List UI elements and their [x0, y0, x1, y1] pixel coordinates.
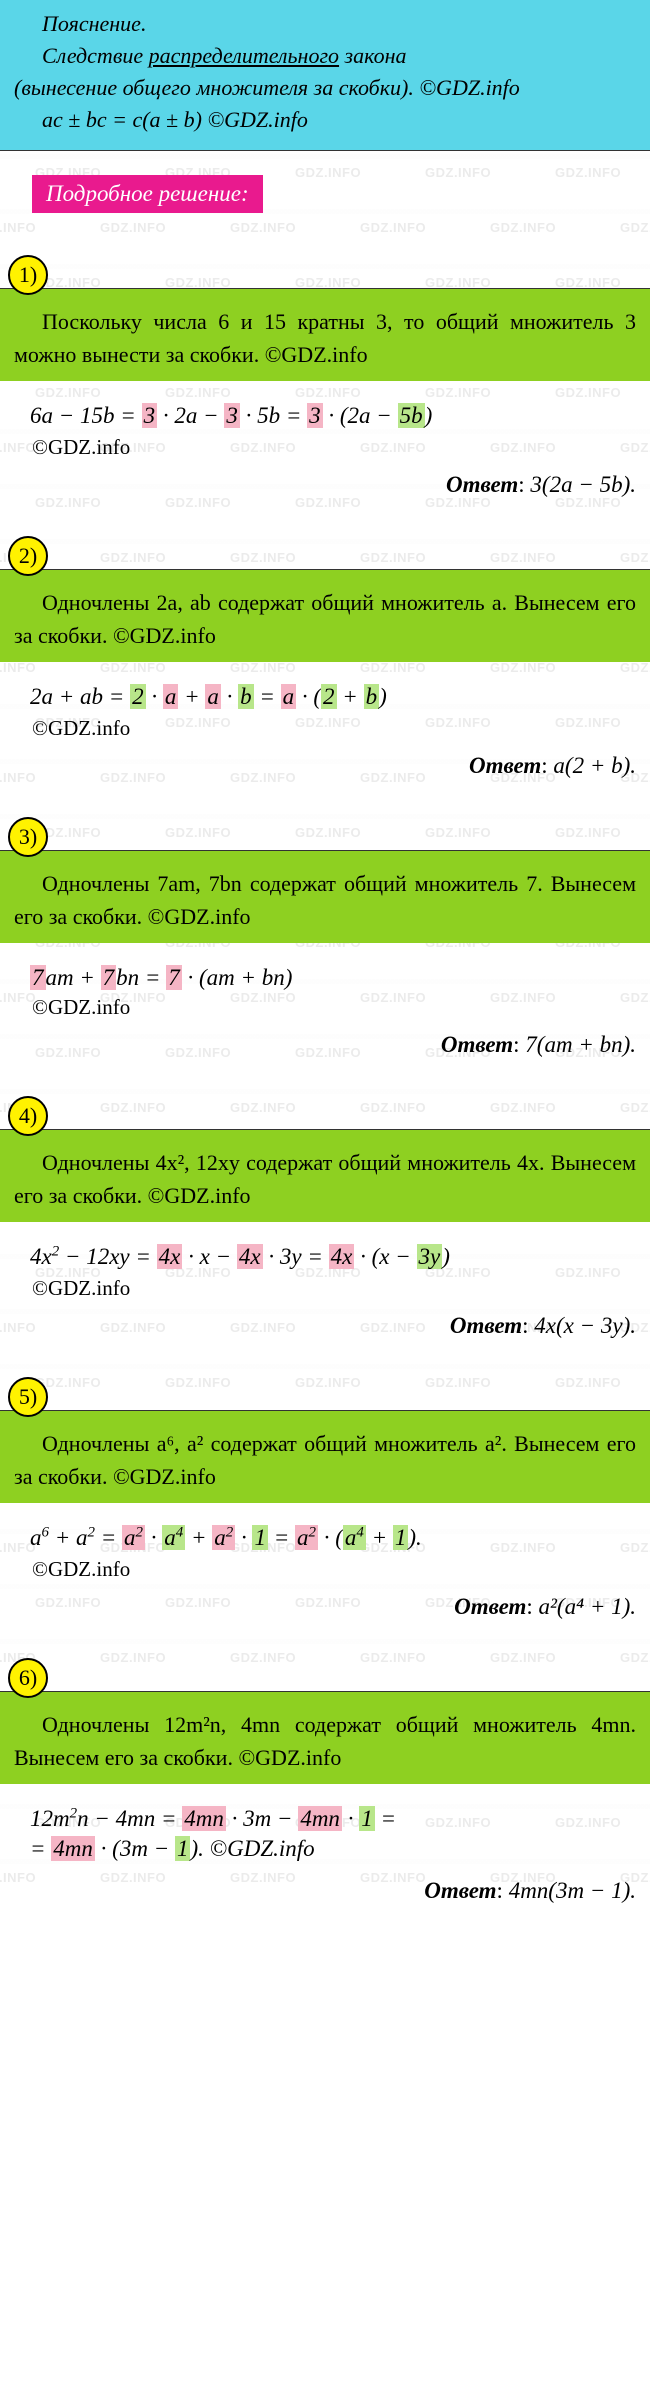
explanation-title: Пояснение.	[14, 8, 636, 40]
explanation-underlined: распределительного	[149, 43, 339, 68]
problem-5: 5) Одночлены a⁶, a² содержат общий множи…	[0, 1377, 650, 1630]
equation-6: 12m2n − 4mn = 4mn · 3m − 4mn · 1 = = 4mn…	[0, 1784, 650, 1874]
solution-header: Подробное решение:	[32, 175, 263, 213]
copyright: ©GDZ.info	[32, 1557, 636, 1582]
answer-math: a²(a⁴ + 1).	[539, 1594, 636, 1619]
answer-label: Ответ	[469, 753, 541, 778]
answer-label: Ответ	[424, 1878, 496, 1903]
equation-line: 4x2 − 12xy = 4x · x − 4x · 3y = 4x · (x …	[30, 1244, 636, 1270]
answer-label: Ответ	[441, 1032, 513, 1057]
answer-5: Ответ: a²(a⁴ + 1).	[0, 1590, 650, 1630]
answer-label: Ответ	[450, 1313, 522, 1338]
answer-6: Ответ: 4mn(3m − 1).	[0, 1874, 650, 1914]
green-box-4: Одночлены 4x², 12xy содержат общий множи…	[0, 1129, 650, 1222]
equation-line: 12m2n − 4mn = 4mn · 3m − 4mn · 1 =	[30, 1806, 636, 1832]
number-badge-4: 4)	[8, 1096, 48, 1136]
equation-line: a6 + a2 = a2 · a4 + a2 · 1 = a2 · (a4 + …	[30, 1525, 636, 1551]
copyright: ©GDZ.info	[32, 716, 636, 741]
problem-2: 2) Одночлены 2a, ab содержат общий множи…	[0, 536, 650, 789]
equation-2: 2a + ab = 2 · a + a · b = a · (2 + b) ©G…	[0, 662, 650, 749]
equation-5: a6 + a2 = a2 · a4 + a2 · 1 = a2 · (a4 + …	[0, 1503, 650, 1590]
answer-3: Ответ: 7(am + bn).	[0, 1028, 650, 1068]
answer-math: 4x(x − 3y).	[534, 1313, 636, 1338]
answer-label: Ответ	[454, 1594, 526, 1619]
main-content: Пояснение. Следствие распределительного …	[0, 0, 650, 1914]
answer-1: Ответ: 3(2a − 5b).	[0, 468, 650, 508]
explanation-formula: ac ± bc = c(a ± b) ©GDZ.info	[14, 104, 636, 136]
problem-6: 6) Одночлены 12m²n, 4mn содержат общий м…	[0, 1658, 650, 1914]
copyright: ©GDZ.info	[32, 1276, 636, 1301]
answer-math: 7(am + bn).	[525, 1032, 636, 1057]
equation-4: 4x2 − 12xy = 4x · x − 4x · 3y = 4x · (x …	[0, 1222, 650, 1309]
answer-4: Ответ: 4x(x − 3y).	[0, 1309, 650, 1349]
equation-line2: = 4mn · (3m − 1). ©GDZ.info	[30, 1836, 636, 1862]
green-box-6: Одночлены 12m²n, 4mn содержат общий множ…	[0, 1691, 650, 1784]
number-badge-6: 6)	[8, 1658, 48, 1698]
answer-2: Ответ: a(2 + b).	[0, 749, 650, 789]
equation-line: 2a + ab = 2 · a + a · b = a · (2 + b)	[30, 684, 636, 710]
number-badge-2: 2)	[8, 536, 48, 576]
copyright: ©GDZ.info	[32, 435, 636, 460]
answer-math: 4mn(3m − 1).	[509, 1878, 636, 1903]
answer-label: Ответ	[446, 472, 518, 497]
problem-4: 4) Одночлены 4x², 12xy содержат общий мн…	[0, 1096, 650, 1349]
answer-math: a(2 + b).	[553, 753, 636, 778]
equation-line: 6a − 15b = 3 · 2a − 3 · 5b = 3 · (2a − 5…	[30, 403, 636, 429]
equation-line: 7am + 7bn = 7 · (am + bn)	[30, 965, 636, 991]
explanation-line2: (вынесение общего множителя за скобки). …	[14, 72, 636, 104]
solution-header-wrap: Подробное решение:	[0, 151, 650, 227]
answer-math: 3(2a − 5b).	[530, 472, 636, 497]
number-badge-3: 3)	[8, 817, 48, 857]
green-box-2: Одночлены 2a, ab содержат общий множител…	[0, 569, 650, 662]
explanation-box: Пояснение. Следствие распределительного …	[0, 0, 650, 151]
number-badge-5: 5)	[8, 1377, 48, 1417]
problem-1: 1) Поскольку числа 6 и 15 кратны 3, то о…	[0, 255, 650, 508]
green-box-3: Одночлены 7am, 7bn содержат общий множит…	[0, 850, 650, 943]
explanation-text: закона	[339, 43, 406, 68]
explanation-text: Следствие	[42, 43, 149, 68]
green-box-5: Одночлены a⁶, a² содержат общий множител…	[0, 1410, 650, 1503]
copyright: ©GDZ.info	[32, 995, 636, 1020]
green-box-1: Поскольку числа 6 и 15 кратны 3, то общи…	[0, 288, 650, 381]
problem-3: 3) Одночлены 7am, 7bn содержат общий мно…	[0, 817, 650, 1068]
equation-3: 7am + 7bn = 7 · (am + bn) ©GDZ.info	[0, 943, 650, 1028]
number-badge-1: 1)	[8, 255, 48, 295]
equation-1: 6a − 15b = 3 · 2a − 3 · 5b = 3 · (2a − 5…	[0, 381, 650, 468]
explanation-line1: Следствие распределительного закона	[14, 40, 636, 72]
